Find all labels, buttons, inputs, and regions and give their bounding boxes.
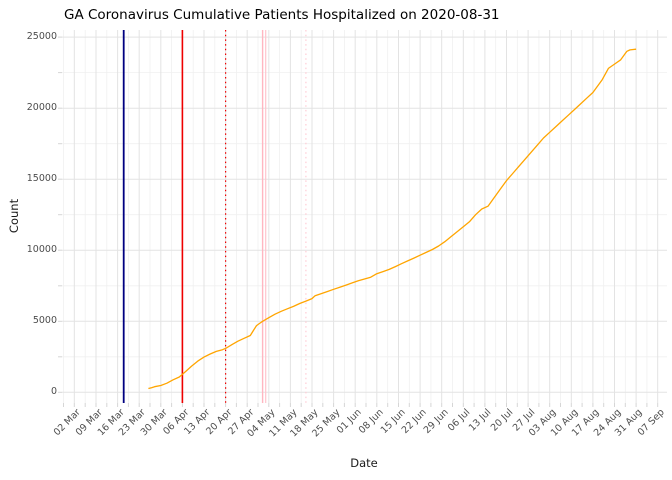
y-tick-label: 0 — [50, 385, 57, 397]
y-tick-label: 25000 — [26, 30, 57, 42]
y-tick-label: 15000 — [26, 172, 57, 184]
cumulative-patients-hospitalized — [148, 48, 637, 390]
grid-minor — [62, 30, 667, 403]
y-tick-label: 10000 — [26, 243, 57, 255]
y-axis-title: Count — [7, 198, 21, 234]
grid-major — [62, 30, 667, 403]
x-axis-title: Date — [350, 456, 378, 470]
chart-title: GA Coronavirus Cumulative Patients Hospi… — [64, 7, 500, 23]
y-tick-label: 20000 — [26, 101, 57, 113]
y-tick-label: 5000 — [32, 314, 57, 326]
axis-tick-marks — [58, 36, 659, 407]
